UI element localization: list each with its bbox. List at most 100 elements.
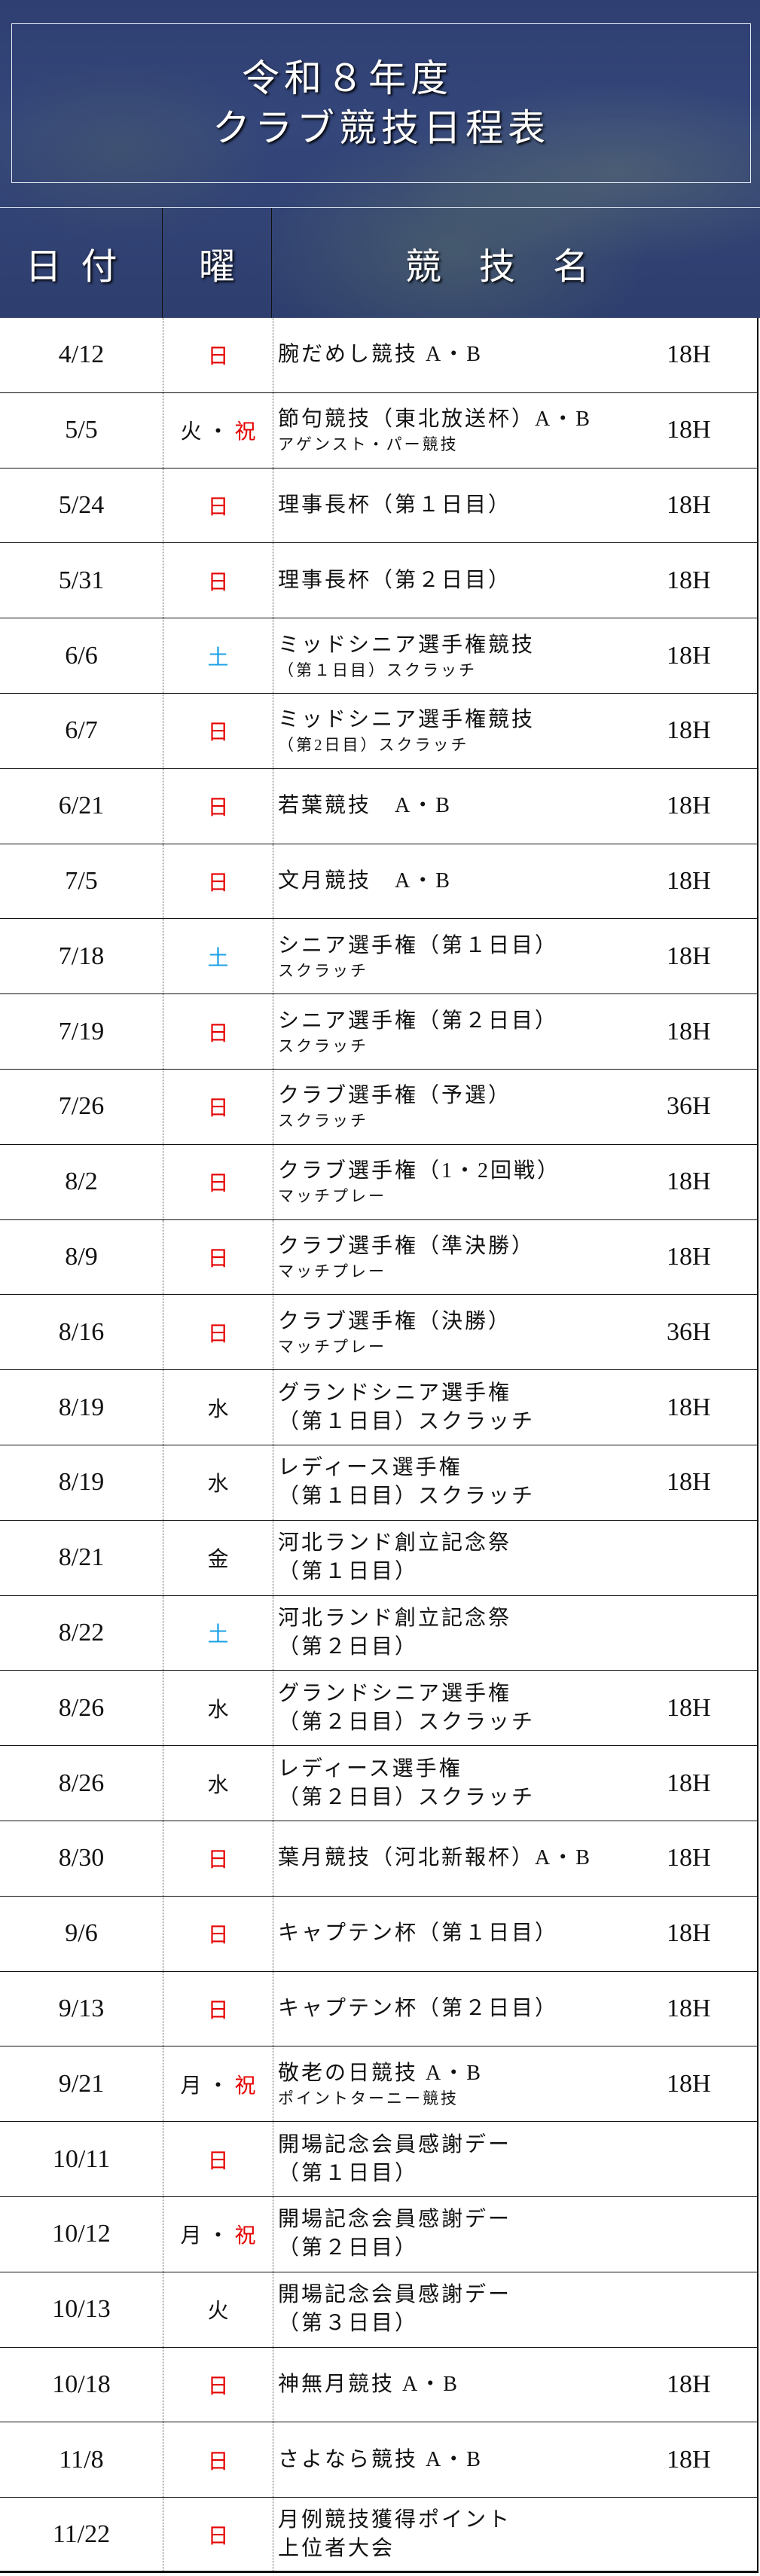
date-cell: 10/13 <box>0 2272 163 2347</box>
date-cell: 7/5 <box>0 844 163 919</box>
table-row: 8/19 水 グランドシニア選手権 （第１日目）スクラッチ 18H <box>0 1370 757 1445</box>
header-banner: 令和８年度 クラブ競技日程表 日付 曜 競技名 <box>0 0 760 318</box>
event-name-cell: 節句競技（東北放送杯）A・B アゲンスト・パー競技 <box>273 393 667 468</box>
event-name: 理事長杯（第２日目） <box>278 568 512 592</box>
table-row: 11/22 日 月例競技獲得ポイント 上位者大会 <box>0 2498 757 2573</box>
table-row: 6/7 日 ミッドシニア選手権競技 （第2日目）スクラッチ 18H <box>0 693 757 769</box>
event-name: レディース選手権 <box>278 1757 462 1781</box>
weekday-cell: 日 <box>163 844 273 919</box>
weekday: 金 <box>207 1548 229 1572</box>
weekday-cell: 土 <box>163 1595 273 1671</box>
weekday-cell: 日 <box>163 768 273 844</box>
event-name-cell: 若葉競技 A・B <box>273 769 667 844</box>
holes-cell <box>667 2197 757 2272</box>
date-cell: 8/2 <box>0 1144 163 1219</box>
weekday: 火 <box>207 2300 229 2324</box>
weekday: 日 <box>207 2149 229 2173</box>
date-cell: 5/31 <box>0 543 163 618</box>
event-name: 腕だめし競技 A・B <box>278 343 483 367</box>
table-row: 8/26 水 グランドシニア選手権 （第２日目）スクラッチ 18H <box>0 1671 757 1747</box>
holes-cell: 18H <box>667 1769 711 1797</box>
event-name: レディース選手権 <box>278 1456 462 1480</box>
date-cell: 8/9 <box>0 1219 163 1295</box>
table-row: 9/21 月・祝敬老の日競技 A・B ポイントターニー競技 18H <box>0 2046 757 2123</box>
holes-cell <box>667 2272 757 2347</box>
date-cell: 11/22 <box>0 2498 163 2571</box>
event-name-cell: 開場記念会員感謝デー （第２日目） <box>273 2197 667 2272</box>
holes-cell: 18H <box>667 2069 711 2098</box>
holes-cell <box>667 1596 757 1671</box>
weekday: 日 <box>207 1021 229 1045</box>
weekday-cell: 日 <box>163 1821 273 1896</box>
event-subtitle: （第2日目）スクラッチ <box>278 736 469 755</box>
event-name: キャプテン杯（第２日目） <box>278 1996 559 2020</box>
weekday-cell: 日 <box>163 994 273 1069</box>
weekday: 日 <box>207 495 229 519</box>
weekday: 日 <box>207 570 229 594</box>
event-name-cell: クラブ選手権（決勝） マッチプレー <box>273 1295 667 1369</box>
weekday: 日 <box>207 1247 229 1271</box>
divider <box>0 207 760 208</box>
weekday: 日 <box>207 1172 229 1196</box>
date-cell: 7/26 <box>0 1069 163 1144</box>
table-row: 10/11 日 開場記念会員感謝デー （第１日目） <box>0 2122 757 2197</box>
holes-cell: 18H <box>667 1919 711 1948</box>
event-name: ミッドシニア選手権競技 <box>278 633 536 657</box>
event-name-cell: クラブ選手権（準決勝） マッチプレー <box>273 1220 667 1295</box>
date-cell: 8/19 <box>0 1370 163 1445</box>
column-header-weekday: 曜 <box>163 208 272 318</box>
weekday: 水 <box>207 1698 229 1722</box>
holes-cell: 18H <box>667 641 711 670</box>
event-name: グランドシニア選手権 <box>278 1681 512 1705</box>
holes-cell: 18H <box>667 2370 711 2398</box>
date-cell: 5/24 <box>0 468 163 543</box>
event-name-cell: 文月競技 A・B <box>273 844 667 919</box>
event-subtitle: マッチプレー <box>278 1187 386 1206</box>
holes-cell: 18H <box>667 1844 711 1872</box>
holes-cell: 18H <box>667 340 711 369</box>
table-row: 7/18 土 シニア選手権（第１日目） スクラッチ 18H <box>0 919 757 995</box>
event-name: シニア選手権（第２日目） <box>278 1009 559 1033</box>
event-subtitle: 上位者大会 <box>278 2536 395 2560</box>
event-name: 河北ランド創立記念祭 <box>278 1531 512 1555</box>
holes-cell: 18H <box>667 2445 711 2474</box>
event-name-cell: 敬老の日競技 A・B ポイントターニー競技 <box>273 2046 667 2121</box>
date-cell: 10/11 <box>0 2122 163 2196</box>
event-name: シニア選手権（第１日目） <box>278 933 559 957</box>
weekday: 水 <box>207 1397 229 1421</box>
event-name-cell: クラブ選手権（1・2回戦） マッチプレー <box>273 1145 667 1219</box>
event-name-cell: レディース選手権 （第１日目）スクラッチ <box>273 1445 667 1520</box>
weekday: 日 <box>207 2374 229 2398</box>
event-name-cell: キャプテン杯（第２日目） <box>273 1972 667 2046</box>
holiday-mark: 祝 <box>234 2224 256 2248</box>
holes-cell: 18H <box>667 1242 711 1271</box>
date-cell: 8/22 <box>0 1595 163 1671</box>
date-cell: 5/5 <box>0 392 163 468</box>
table-row: 8/19 水 レディース選手権 （第１日目）スクラッチ 18H <box>0 1445 757 1521</box>
weekday: 日 <box>207 1097 229 1121</box>
event-name-cell: 月例競技獲得ポイント 上位者大会 <box>273 2498 667 2571</box>
holes-cell: 18H <box>667 1468 711 1497</box>
event-name: 節句競技（東北放送杯）A・B <box>278 407 592 432</box>
holes-cell <box>667 1521 757 1595</box>
weekday-cell: 水 <box>163 1370 273 1445</box>
date-cell: 9/13 <box>0 1971 163 2046</box>
event-name: クラブ選手権（予選） <box>278 1084 512 1108</box>
weekday-cell: 日 <box>163 543 273 618</box>
table-row: 8/22 土 河北ランド創立記念祭 （第２日目） <box>0 1595 757 1671</box>
holes-cell: 18H <box>667 792 711 820</box>
holiday-mark: 祝 <box>234 2074 256 2098</box>
weekday: 日 <box>207 345 229 369</box>
date-cell: 8/26 <box>0 1746 163 1821</box>
table-row: 6/6 土 ミッドシニア選手権競技 （第１日目）スクラッチ 18H <box>0 618 757 694</box>
weekday: 日 <box>207 1924 229 1948</box>
event-subtitle: ポイントターニー競技 <box>278 2089 459 2107</box>
column-header-name: 競技名 <box>404 247 627 287</box>
event-name-cell: さよなら競技 A・B <box>273 2422 667 2497</box>
weekday: 日 <box>207 2449 229 2474</box>
schedule-table: 4/12 日腕だめし競技 A・B 18H 5/5 火・祝節句競技（東北放送杯）A・B アゲ… <box>0 318 758 2573</box>
event-name: クラブ選手権（決勝） <box>278 1309 512 1333</box>
event-name: ミッドシニア選手権競技 <box>278 708 536 732</box>
weekday-cell: 火・祝 <box>163 392 273 468</box>
holes-cell: 18H <box>667 490 711 519</box>
